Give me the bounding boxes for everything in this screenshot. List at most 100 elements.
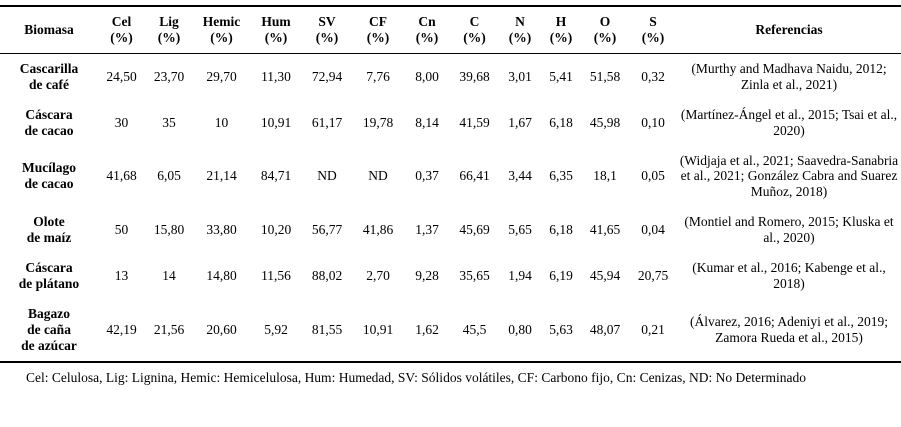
cell-value: 8,00 (415, 68, 439, 84)
cell-value: 41,65 (589, 222, 621, 238)
row-reference: (Widjaja et al., 2021; Saavedra-Sanabria… (679, 152, 899, 200)
col-header-unit: (%) (415, 29, 439, 45)
cell-value: 45,69 (459, 222, 490, 238)
cell-value: 11,56 (261, 268, 291, 284)
cell-value: 5,41 (549, 68, 573, 84)
cell-value: 0,21 (641, 321, 665, 337)
col-header-c: C (%) (450, 6, 499, 54)
cell-value: 9,28 (415, 268, 439, 284)
cell-value: 88,02 (311, 268, 343, 284)
cell-value: 14,80 (206, 268, 237, 284)
col-header-sv: SV (%) (302, 6, 352, 54)
row-name: Mucílago de cacao (22, 160, 76, 192)
cell-value: 6,19 (549, 268, 573, 284)
col-header-biomasa: Biomasa (0, 6, 98, 54)
cell-value: 13 (114, 268, 129, 284)
cell-value: 0,04 (641, 222, 665, 238)
col-header-o: O (%) (581, 6, 629, 54)
cell-value: 50 (114, 222, 129, 238)
col-header-label: N (515, 14, 525, 29)
col-header-label: H (555, 14, 567, 29)
row-name: Olote de maíz (26, 214, 72, 246)
cell-value: 0,80 (508, 321, 532, 337)
cell-value: 19,78 (362, 114, 394, 130)
col-header-unit: (%) (463, 29, 486, 45)
cell-value: 41,59 (459, 114, 490, 130)
cell-value: 41,68 (106, 168, 137, 184)
cell-value: 0,37 (415, 168, 439, 184)
cell-value: 3,01 (508, 68, 532, 84)
cell-value: 1,37 (415, 222, 439, 238)
col-header-unit: (%) (366, 29, 390, 45)
cell-value: 35,65 (459, 268, 490, 284)
cell-value: 5,63 (549, 321, 573, 337)
col-header-unit: (%) (641, 29, 665, 45)
cell-value: 81,55 (311, 321, 343, 337)
cell-value: 10,91 (260, 114, 292, 130)
cell-value: 56,77 (311, 222, 343, 238)
cell-value: 2,70 (366, 268, 390, 284)
col-header-n: N (%) (499, 6, 541, 54)
cell-value: 24,50 (106, 68, 137, 84)
table-footnote: Cel: Celulosa, Lig: Lignina, Hemic: Hemi… (26, 369, 807, 385)
cell-value: 21,56 (153, 321, 185, 337)
col-header-label: Biomasa (24, 21, 74, 37)
row-reference: (Kumar et al., 2016; Kabenge et al., 201… (692, 260, 886, 292)
cell-value: 14 (162, 268, 176, 284)
cell-value: 18,1 (593, 168, 617, 184)
cell-value: 35 (162, 114, 176, 130)
cell-value: 51,58 (589, 68, 621, 84)
cell-value: ND (368, 168, 388, 184)
col-header-unit: (%) (110, 29, 133, 45)
cell-value: 10 (214, 114, 229, 130)
cell-value: 0,05 (641, 168, 665, 184)
row-name: Cascarilla de café (19, 60, 79, 92)
row-name: Cáscara de plátano (18, 260, 80, 292)
col-header-unit: (%) (593, 29, 617, 45)
cell-value: 33,80 (206, 222, 237, 238)
cell-value: 1,94 (508, 268, 532, 284)
cell-value: 72,94 (311, 68, 343, 84)
row-name: Bagazo de caña de azúcar (21, 305, 77, 353)
row-reference: (Martínez-Ángel et al., 2015; Tsai et al… (680, 106, 898, 138)
cell-value: 10,20 (260, 222, 292, 238)
col-header-label: CF (369, 14, 387, 29)
cell-value: 20,60 (206, 321, 237, 337)
cell-value: 15,80 (153, 222, 185, 238)
biomass-composition-table: Biomasa Cel (%) Lig (%) Hemic (%) Hum (%) SV… (0, 5, 901, 363)
cell-value: 29,70 (206, 68, 237, 84)
col-header-h: H (%) (541, 6, 581, 54)
cell-value: 30 (114, 114, 129, 130)
row-reference: (Montiel and Romero, 2015; Kluska et al.… (684, 214, 894, 246)
cell-value: 45,94 (589, 268, 621, 284)
cell-value: 11,30 (261, 68, 291, 84)
col-header-cn: Cn (%) (404, 6, 450, 54)
col-header-label: Hum (261, 14, 291, 29)
cell-value: 3,44 (508, 168, 532, 184)
col-header-label: Cn (418, 14, 436, 29)
cell-value: 66,41 (459, 168, 490, 184)
cell-value: 21,14 (206, 168, 237, 184)
cell-value: 6,18 (549, 114, 573, 130)
cell-value: 45,98 (589, 114, 621, 130)
col-header-label: Lig (159, 14, 179, 29)
cell-value: 0,10 (641, 114, 665, 130)
cell-value: 1,67 (508, 114, 532, 130)
col-header-label: Hemic (202, 14, 241, 29)
table-row: Olote de maíz 50 15,80 33,80 10,20 56,77… (0, 207, 901, 253)
cell-value: 10,91 (362, 321, 394, 337)
table-row: Cascarilla de café 24,50 23,70 29,70 11,… (0, 53, 901, 99)
col-header-label: O (599, 14, 611, 29)
cell-value: 42,19 (106, 321, 137, 337)
cell-value: 61,17 (311, 114, 343, 130)
row-name: Cáscara de cacao (24, 106, 74, 138)
cell-value: ND (317, 168, 337, 184)
col-header-unit: (%) (508, 29, 532, 45)
col-header-label: Referencias (755, 21, 823, 37)
cell-value: 5,92 (264, 321, 288, 337)
cell-value: 8,14 (415, 114, 439, 130)
cell-value: 20,75 (637, 268, 669, 284)
table-row: Cáscara de cacao 30 35 10 10,91 61,17 19… (0, 100, 901, 146)
col-header-unit: (%) (210, 29, 233, 45)
